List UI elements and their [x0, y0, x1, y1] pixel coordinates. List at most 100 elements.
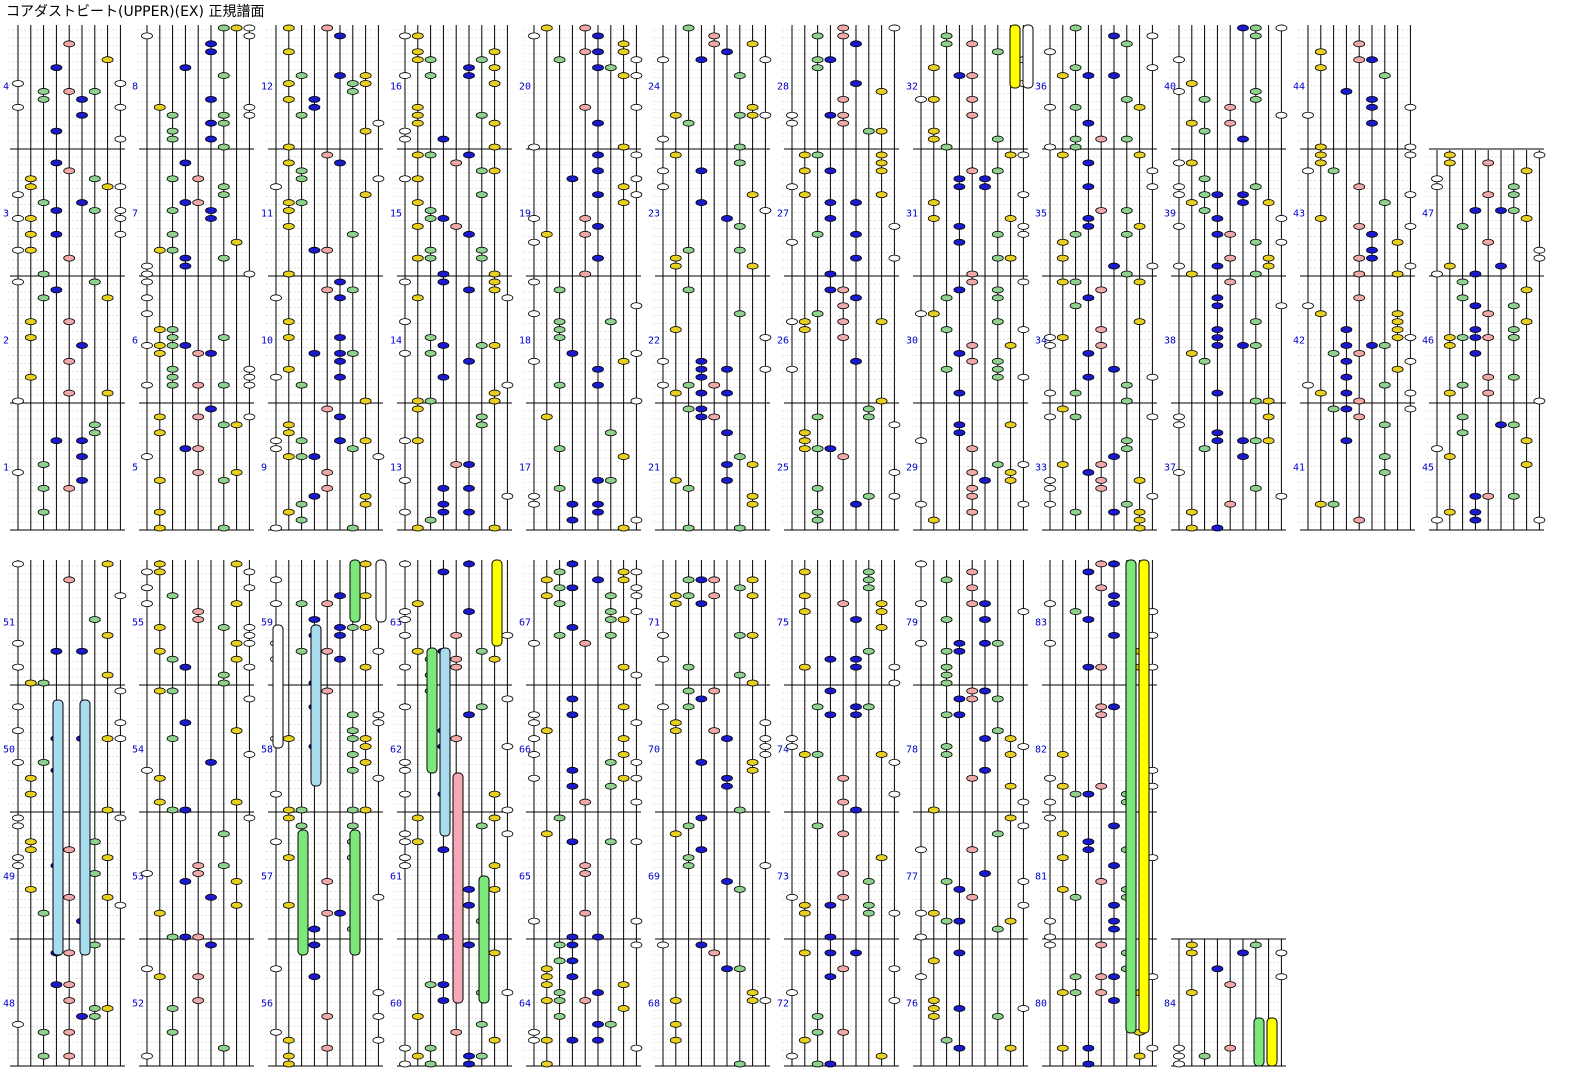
note — [463, 1052, 475, 1060]
note — [37, 95, 50, 103]
note — [411, 1012, 424, 1020]
note — [114, 687, 127, 695]
note — [592, 151, 604, 159]
measure-number: 17 — [519, 463, 531, 474]
note — [888, 679, 901, 687]
note — [217, 72, 230, 79]
measure-number: 36 — [1035, 82, 1047, 93]
note — [604, 608, 617, 615]
note — [488, 949, 501, 957]
note — [1044, 484, 1056, 492]
note — [205, 758, 217, 766]
note — [399, 790, 411, 798]
note — [953, 72, 966, 79]
note — [1404, 143, 1417, 151]
note — [811, 64, 824, 72]
note — [282, 1060, 295, 1068]
note — [837, 334, 850, 341]
note — [1095, 584, 1108, 592]
note — [153, 774, 166, 782]
note — [875, 624, 888, 631]
note — [37, 758, 50, 766]
note — [501, 381, 514, 389]
note — [114, 230, 127, 238]
note — [308, 925, 321, 933]
note — [450, 735, 463, 742]
note — [101, 854, 114, 862]
note — [940, 647, 953, 655]
measure-number: 33 — [1035, 463, 1047, 474]
note — [850, 663, 862, 671]
note — [940, 40, 953, 48]
note — [399, 758, 411, 766]
note — [63, 576, 76, 584]
note — [217, 830, 230, 838]
note — [166, 342, 179, 349]
note — [334, 437, 346, 445]
note — [553, 989, 566, 996]
note — [217, 254, 230, 262]
chart-column: 84 — [1164, 938, 1288, 1068]
note — [927, 909, 940, 917]
note — [824, 901, 837, 909]
note — [759, 751, 772, 758]
note — [1120, 445, 1133, 453]
note — [798, 909, 811, 917]
note — [1108, 997, 1120, 1004]
note — [966, 600, 979, 608]
note — [270, 183, 282, 191]
long-note — [1253, 1017, 1265, 1067]
measure-number: 76 — [906, 999, 918, 1010]
note — [346, 822, 359, 830]
note — [243, 568, 256, 576]
note — [1120, 40, 1133, 48]
note — [488, 524, 501, 532]
note — [24, 246, 37, 254]
note — [721, 215, 733, 222]
note — [1069, 413, 1082, 421]
measure-number: 48 — [3, 999, 15, 1010]
note — [1507, 183, 1520, 191]
note — [179, 445, 192, 453]
note — [786, 743, 798, 750]
note — [63, 949, 76, 957]
note — [991, 639, 1004, 647]
note — [76, 111, 88, 119]
note — [1133, 1052, 1146, 1060]
note — [1017, 878, 1030, 885]
note — [1211, 326, 1224, 333]
note — [101, 183, 114, 191]
note — [63, 88, 76, 95]
note — [1431, 445, 1443, 453]
note — [141, 278, 153, 286]
note — [991, 48, 1004, 56]
note — [217, 624, 230, 631]
note — [411, 111, 424, 119]
note — [617, 774, 630, 782]
note — [1482, 191, 1495, 199]
note — [1095, 286, 1108, 294]
note — [501, 830, 514, 838]
note — [566, 695, 579, 703]
note — [1146, 32, 1159, 40]
note — [824, 949, 837, 957]
measure-number: 11 — [261, 209, 273, 220]
note — [862, 405, 875, 413]
note — [50, 981, 63, 989]
note — [592, 933, 604, 941]
note — [798, 445, 811, 453]
note — [424, 516, 437, 524]
note — [1391, 365, 1404, 373]
note — [1146, 373, 1159, 381]
note — [1133, 516, 1146, 524]
note — [875, 88, 888, 95]
note — [1378, 453, 1391, 460]
note — [850, 294, 862, 302]
note — [1082, 349, 1095, 357]
note — [604, 838, 617, 846]
note — [1404, 222, 1417, 230]
note — [63, 389, 76, 397]
note — [1456, 429, 1469, 437]
